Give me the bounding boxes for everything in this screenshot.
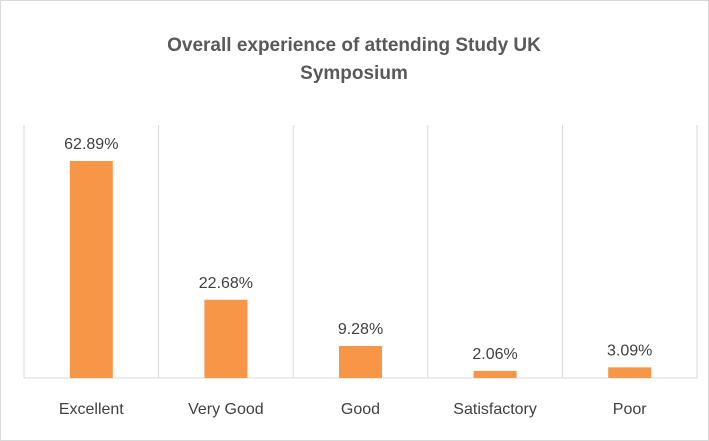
chart-title: Overall experience of attending Study UK…: [167, 35, 541, 84]
data-label: 3.09%: [607, 343, 652, 360]
bar: [69, 161, 113, 378]
bar: [473, 370, 517, 378]
data-label: 62.89%: [64, 136, 118, 153]
bar: [339, 345, 382, 378]
x-tick-label: Good: [341, 401, 380, 418]
x-tick-label: Poor: [613, 401, 647, 418]
bar: [204, 299, 248, 378]
data-label: 9.28%: [338, 321, 383, 338]
x-tick-label: Excellent: [59, 401, 124, 418]
data-label: 2.06%: [472, 346, 517, 363]
data-label: 22.68%: [199, 275, 253, 292]
x-tick-label: Satisfactory: [453, 401, 537, 418]
bar: [608, 367, 652, 378]
x-tick-label: Very Good: [188, 401, 264, 418]
